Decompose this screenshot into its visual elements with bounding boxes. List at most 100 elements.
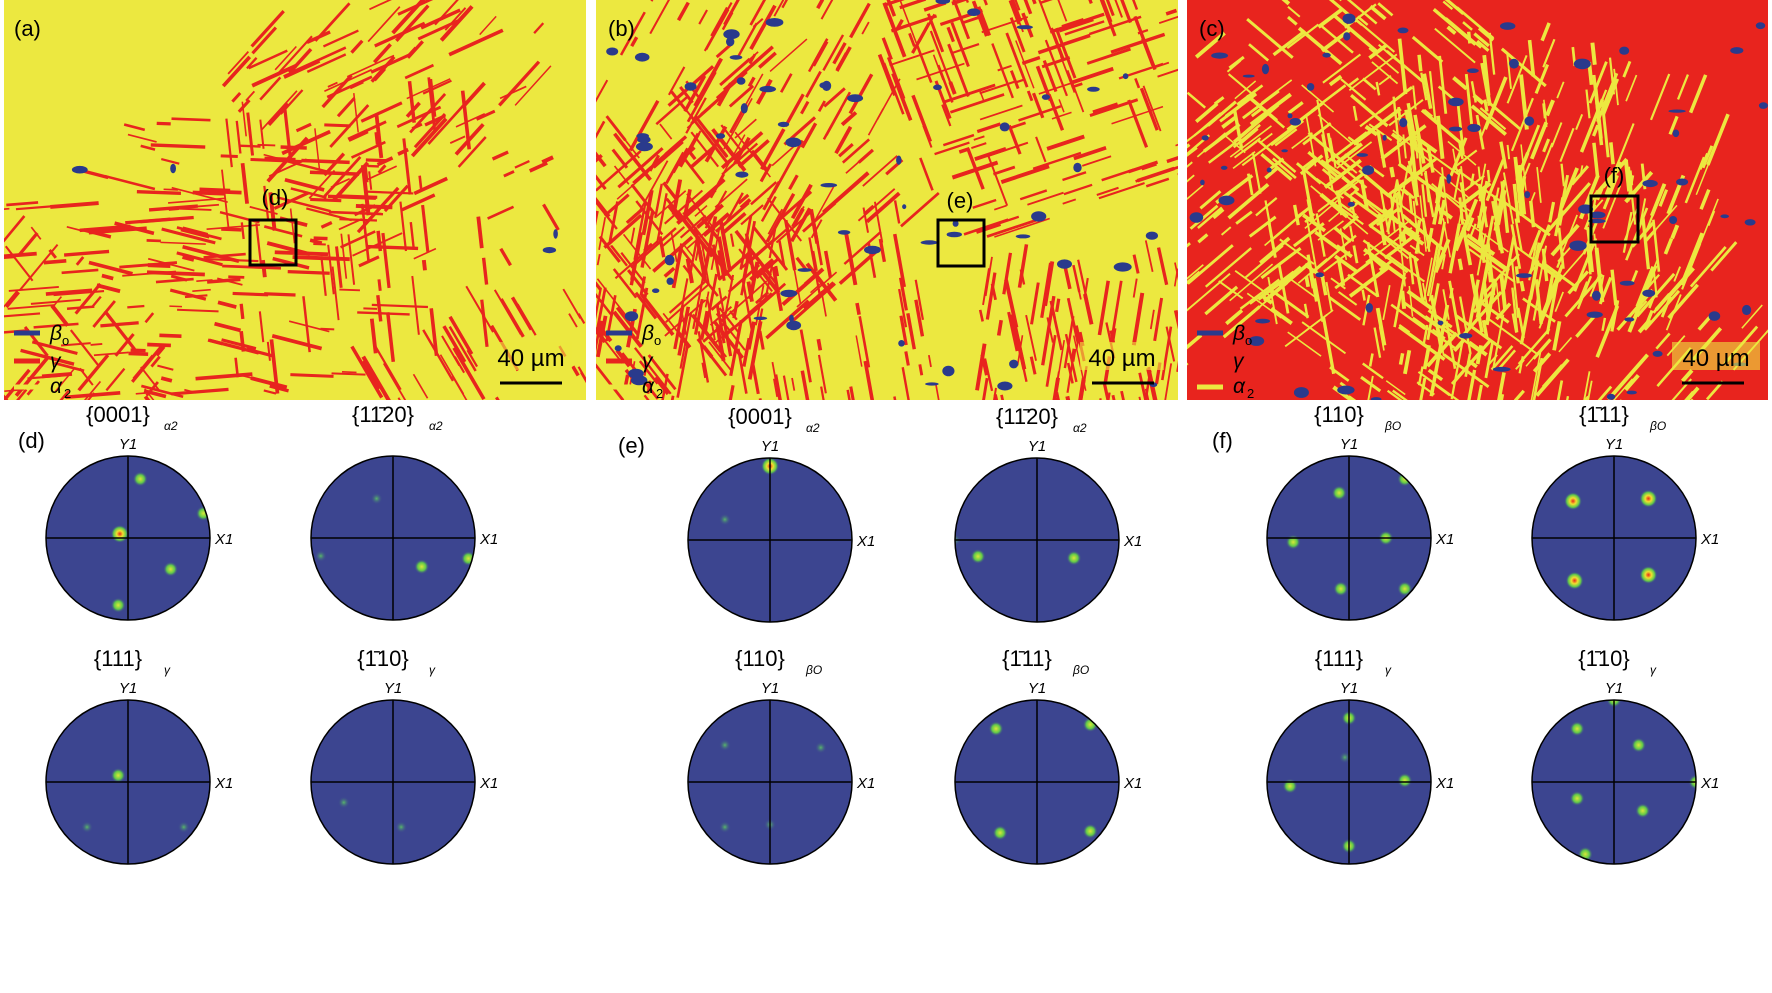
lamella: [321, 74, 353, 109]
beta-grain: [1606, 393, 1616, 400]
lamella: [808, 237, 822, 297]
lamella: [128, 351, 149, 356]
lamella: [1428, 0, 1465, 15]
lamella: [683, 158, 705, 185]
lamella: [630, 227, 677, 269]
lamella: [176, 251, 223, 267]
lamella: [1081, 155, 1112, 167]
lamella: [1515, 359, 1525, 370]
lamella: [405, 101, 421, 118]
lamella: [326, 75, 373, 99]
lamella: [1635, 300, 1648, 313]
lamella: [1377, 2, 1394, 17]
beta-grain: [634, 52, 650, 62]
beta-grain: [1448, 97, 1464, 107]
beta-grain: [1626, 390, 1637, 395]
lamella: [1635, 272, 1676, 318]
lamella: [793, 269, 802, 305]
pole-spot: [1565, 571, 1584, 590]
lamella: [863, 360, 875, 400]
lamella: [1556, 395, 1570, 400]
lamella: [1611, 378, 1634, 400]
lamella: [587, 389, 596, 401]
lamella: [723, 274, 735, 321]
lamella: [800, 370, 812, 400]
lamella: [596, 253, 601, 266]
lamella: [1007, 311, 1019, 352]
lamella: [1412, 316, 1457, 350]
lamella: [1402, 228, 1425, 246]
lamella: [1502, 172, 1515, 225]
map-c-label: (c): [1199, 16, 1225, 41]
lamella: [635, 287, 649, 340]
lamella: [704, 291, 710, 308]
lamella: [596, 287, 602, 339]
beta-grain: [1315, 272, 1324, 278]
lamella: [395, 4, 430, 42]
lamella: [1401, 213, 1445, 252]
lamella: [1002, 252, 1013, 295]
beta-grain: [1306, 83, 1315, 91]
beta-grain: [765, 18, 784, 27]
lamella: [717, 236, 728, 277]
lamella: [649, 0, 672, 35]
lamella: [737, 193, 750, 205]
lamella: [14, 494, 30, 514]
lamella: [161, 158, 180, 165]
lamella: [306, 207, 353, 222]
beta-grain: [1669, 216, 1678, 224]
lamella: [596, 323, 602, 381]
lamella: [612, 310, 643, 349]
lamella: [1097, 280, 1110, 336]
lamella: [758, 330, 765, 350]
pole-spot: [1639, 489, 1658, 508]
lamella: [163, 188, 179, 191]
pole-figure-title: {111}: [1315, 646, 1363, 671]
lamella: [1092, 102, 1119, 115]
pole-group-d-label: (d): [18, 428, 45, 453]
lamella: [911, 94, 933, 143]
lamella: [259, 76, 282, 101]
lamella: [1424, 315, 1456, 339]
phase-map-c-texture: [1187, 0, 1768, 400]
lamella: [1187, 333, 1203, 373]
lamella: [598, 421, 612, 443]
pole-figure-subscript: γ: [429, 663, 436, 677]
lamella: [259, 119, 265, 149]
lamella: [1255, 196, 1278, 217]
lamella: [455, 113, 486, 128]
lamella: [1443, 353, 1490, 388]
lamella: [1623, 159, 1632, 192]
lamella: [1431, 182, 1466, 213]
lamella: [250, 157, 302, 163]
lamella: [1030, 282, 1040, 325]
lamella: [1348, 201, 1360, 211]
lamella: [1286, 23, 1320, 49]
lamella: [958, 146, 970, 154]
lamella: [240, 222, 245, 240]
lamella: [1165, 326, 1176, 362]
lamella: [1039, 0, 1059, 5]
lamella: [960, 414, 971, 465]
lamella: [762, 180, 781, 211]
lamella: [596, 158, 607, 190]
map-b-scale-bar: 40 µm: [1080, 342, 1164, 385]
pole-axis-x-label: X1: [479, 531, 498, 548]
lamella: [834, 125, 853, 155]
lamella: [444, 7, 467, 31]
lamella: [1179, 406, 1189, 460]
lamella: [949, 93, 1005, 114]
lamella: [1187, 146, 1198, 168]
lamella: [914, 299, 925, 337]
lamella: [1239, 442, 1255, 501]
pole-axis-y-label: Y1: [1340, 680, 1358, 697]
lamella: [1587, 61, 1594, 85]
lamella: [1049, 27, 1065, 60]
lamella: [357, 311, 410, 316]
lamella: [348, 130, 369, 142]
beta-grain: [1578, 204, 1594, 214]
pole-spot: [1688, 774, 1696, 790]
lamella: [1554, 291, 1565, 313]
lamella: [729, 106, 746, 134]
lamella: [979, 104, 1023, 121]
